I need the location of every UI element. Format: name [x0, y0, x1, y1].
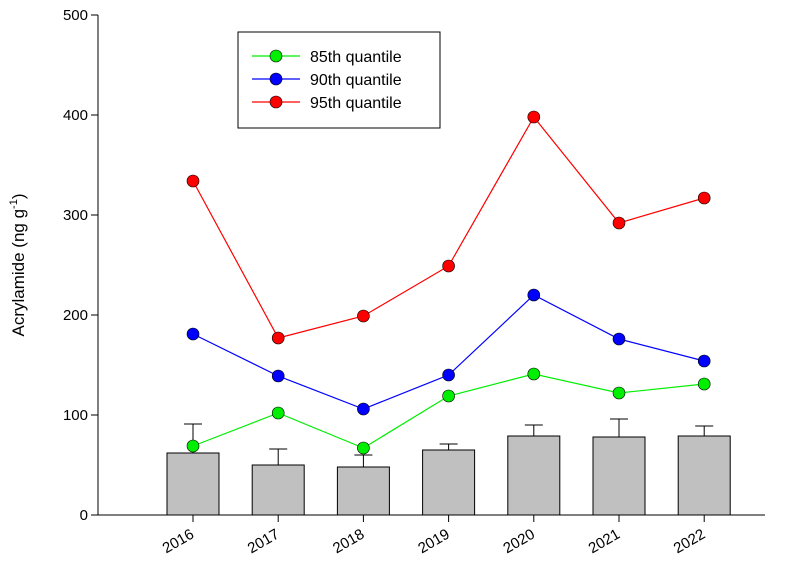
- bar-2017: [251, 464, 305, 516]
- y-tick-label-500: 500: [63, 7, 88, 24]
- y-axis-label: Acrylamide (ng g-1): [8, 193, 28, 336]
- bar-2021: [592, 436, 646, 516]
- bar-2022: [677, 435, 731, 516]
- bar-2020: [507, 435, 561, 516]
- bar-2019: [422, 449, 476, 516]
- series-1-point-2017: [271, 406, 285, 420]
- x-tick-label-2018: 2018: [330, 526, 367, 557]
- series-3-point-2021: [612, 216, 626, 230]
- legend-marker-3: [269, 95, 283, 109]
- series-1-point-2018: [357, 441, 370, 455]
- series-2-point-2017: [271, 369, 285, 383]
- series-3-point-2018: [357, 309, 370, 323]
- series-1-point-2020: [527, 367, 541, 381]
- legend-marker-1: [269, 49, 283, 63]
- y-tick-label-0: 0: [80, 507, 88, 524]
- series-1-point-2019: [442, 389, 455, 403]
- legend-label-3: 95th quantile: [310, 95, 402, 112]
- y-tick-label-400: 400: [63, 107, 88, 124]
- bar-2016: [166, 452, 220, 516]
- x-tick-label-2021: 2021: [586, 526, 623, 557]
- y-axis-label-close: ): [9, 193, 28, 199]
- series-1-point-2022: [697, 377, 711, 391]
- x-tick-label-2019: 2019: [415, 526, 452, 557]
- bar-2018: [336, 466, 390, 516]
- series-3-point-2020: [527, 110, 541, 124]
- series-3-point-2022: [697, 191, 711, 205]
- legend-label-1: 85th quantile: [310, 49, 402, 66]
- series-2-point-2019: [442, 368, 455, 382]
- x-tick-label-2022: 2022: [671, 526, 708, 557]
- series-3-point-2016: [186, 174, 200, 188]
- series-3-point-2017: [271, 331, 285, 345]
- x-tick-label-2020: 2020: [500, 526, 537, 557]
- series-2-point-2016: [186, 327, 200, 341]
- series-3-point-2019: [442, 259, 455, 273]
- series-lines-layer: [186, 110, 711, 455]
- series-2-point-2021: [612, 332, 626, 346]
- y-tick-label-300: 300: [63, 207, 88, 224]
- y-tick-label-200: 200: [63, 307, 88, 324]
- legend-marker-2: [269, 72, 283, 86]
- y-tick-label-100: 100: [63, 407, 88, 424]
- axes-layer: [97, 15, 765, 516]
- series-2-point-2022: [697, 354, 711, 368]
- x-tick-label-2017: 2017: [245, 526, 282, 557]
- legend: 85th quantile 90th quantile 95th quantile: [237, 31, 441, 129]
- series-1-point-2016: [186, 439, 200, 453]
- series-2-point-2020: [527, 288, 541, 302]
- y-axis-label-main: Acrylamide (ng g: [9, 209, 28, 337]
- y-axis-label-sup: -1: [8, 199, 20, 209]
- series-line-3: [192, 115, 705, 339]
- series-2-point-2018: [357, 402, 370, 416]
- bars-layer: [166, 418, 731, 516]
- legend-label-2: 90th quantile: [310, 72, 402, 89]
- series-1-point-2021: [612, 386, 626, 400]
- x-tick-label-2016: 2016: [160, 526, 197, 557]
